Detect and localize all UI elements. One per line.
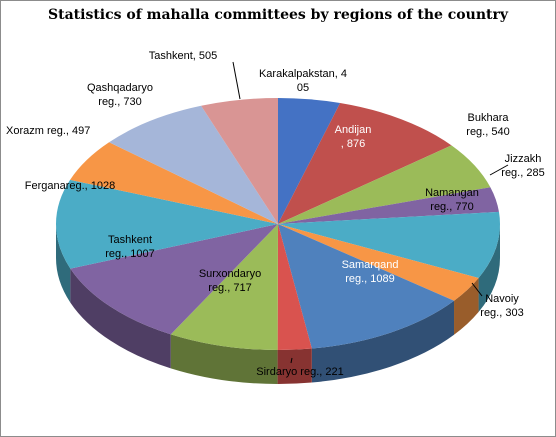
pie-slice-11 [70, 142, 278, 224]
pie-slice-13 [201, 98, 278, 224]
pie-slice-10 [55, 179, 278, 269]
pie-slice-12 [109, 105, 278, 224]
pie-label-9: Tashkent reg., 1007 [105, 234, 155, 260]
pie-side-6 [311, 300, 455, 383]
pie-slice-0 [278, 98, 341, 224]
pie-side-7 [277, 348, 312, 384]
pie-label-6: Samarqand reg., 1089 [342, 259, 399, 285]
pie-label-2: Bukhara reg., 540 [466, 112, 509, 138]
pie-side-9 [70, 268, 171, 369]
pie-slice-4 [278, 211, 500, 279]
pie-slice-9 [70, 224, 279, 335]
leader-line-7 [290, 357, 293, 364]
pie-slice-8 [170, 224, 278, 350]
pie-label-3: Jizzakh reg., 285 [501, 153, 544, 179]
pie-label-1: Andijan, 876 [335, 124, 372, 150]
pie-label-8: Surxondaryo reg., 717 [199, 268, 261, 294]
chart-title: Statistics of mahalla committees by regi… [48, 7, 508, 23]
pie-slice-3 [278, 187, 499, 224]
pie-slice-1 [278, 103, 452, 224]
leader-line-5 [471, 282, 483, 297]
pie-side-4 [478, 224, 500, 313]
leader-line-13 [232, 61, 241, 100]
pie-label-5: Navoiy reg., 303 [480, 293, 523, 319]
pie-label-7: Sirdaryo reg., 221 [256, 366, 343, 378]
pie-label-12: Qashqadaryo reg., 730 [87, 82, 153, 108]
pie-side-10 [56, 224, 71, 303]
pie-label-0: Karakalpakstan, 4 05 [259, 68, 347, 94]
pie-slice-6 [278, 224, 455, 349]
pie-slice-5 [278, 224, 479, 301]
pie-side-8 [170, 334, 278, 384]
pie-side-5 [454, 278, 479, 335]
pie-slice-2 [278, 145, 491, 224]
pie-label-11: Xorazm reg., 497 [6, 125, 90, 137]
pie-slice-7 [277, 224, 312, 350]
pie-label-4: Namangan reg., 770 [425, 187, 479, 213]
pie-label-10: Ferganareg., 1028 [25, 180, 116, 192]
pie-label-13: Tashkent, 505 [149, 50, 218, 62]
leader-line-4 [489, 164, 509, 176]
